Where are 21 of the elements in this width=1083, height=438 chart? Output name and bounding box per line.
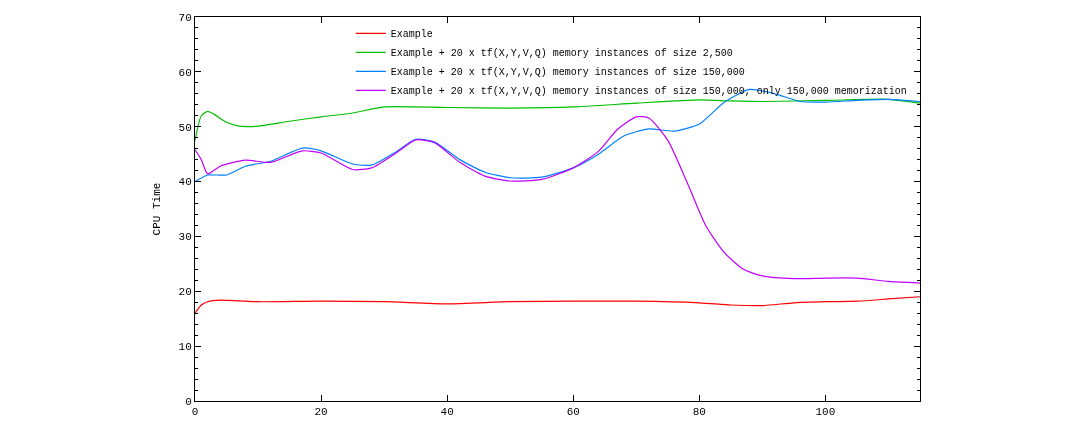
y-tick-label: 70 (178, 11, 192, 24)
legend-label: Example + 20 x tf(X,Y,V,Q) memory instances of size 2,500 (390, 48, 733, 60)
x-tick-label: 60 (566, 406, 580, 419)
legend-label: Example + 20 x tf(X,Y,V,Q) memory instances of size 150,000 (390, 67, 745, 79)
x-tick-label: 80 (692, 406, 706, 419)
line-series (195, 88, 920, 183)
y-tick-label: 50 (178, 121, 192, 134)
y-tick-label: 40 (178, 176, 192, 189)
y-tick-label: 30 (178, 231, 192, 244)
y-tick-label: 10 (178, 340, 192, 353)
y-tick-label: 20 (178, 286, 192, 299)
x-tick-label: 20 (314, 406, 328, 419)
line-series (195, 296, 920, 314)
y-tick-label: 60 (178, 66, 192, 79)
line-series (195, 115, 920, 284)
legend-label: Example (390, 29, 433, 41)
line-series (195, 98, 920, 142)
x-tick-label: 100 (815, 406, 836, 419)
y-axis-title: CPU Time (151, 182, 164, 236)
x-tick-label: 40 (440, 406, 454, 419)
y-tick-label: 0 (185, 395, 192, 408)
